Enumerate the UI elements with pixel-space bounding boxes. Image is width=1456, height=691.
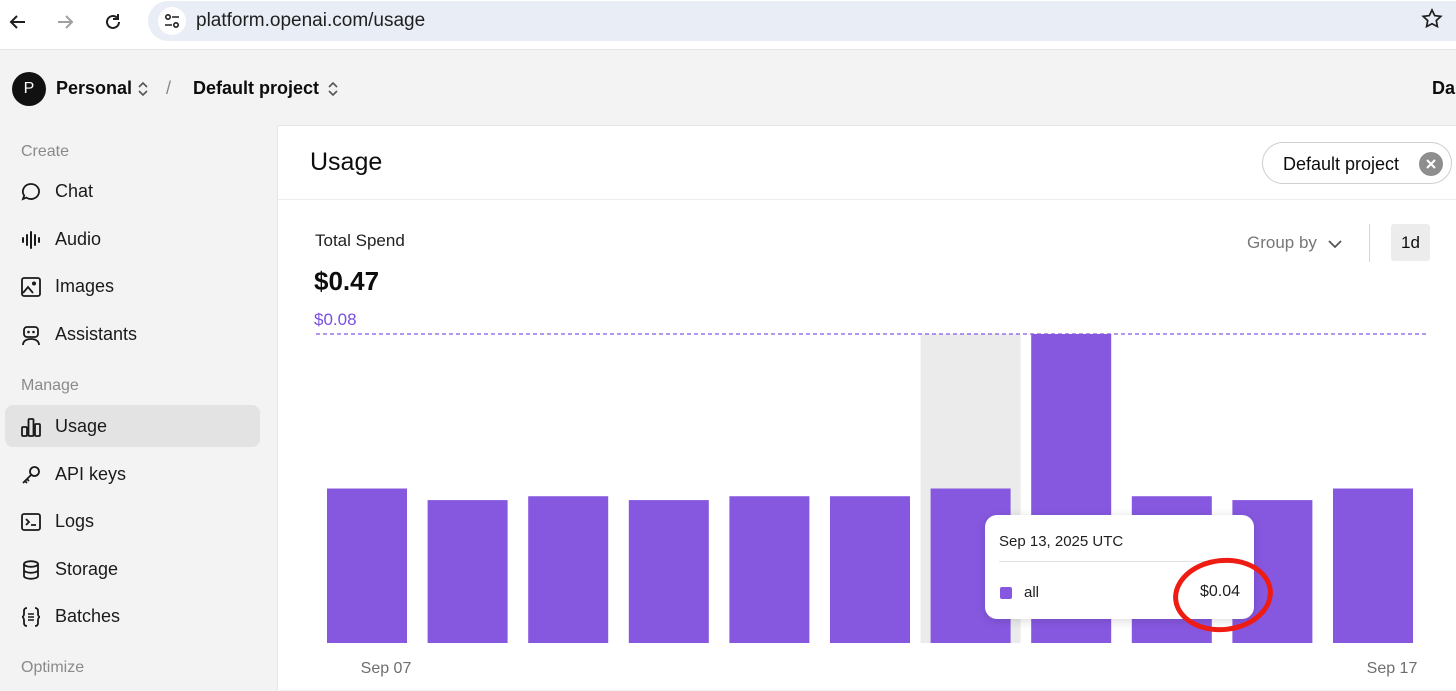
project-filter-label: Default project — [1283, 154, 1400, 174]
sidebar-item-label: Batches — [55, 605, 121, 626]
key-icon — [20, 464, 42, 486]
tooltip-date: Sep 13, 2025 UTC — [999, 533, 1124, 550]
sidebar-item-assistants[interactable]: Assistants — [5, 313, 260, 355]
total-spend-value: $0.47 — [314, 266, 380, 296]
usage-header: Usage Default project — [278, 126, 1456, 200]
chart-bar[interactable] — [427, 500, 508, 643]
group-by-label: Group by — [1247, 233, 1317, 252]
back-arrow-icon[interactable] — [4, 8, 32, 36]
series-swatch — [1000, 587, 1012, 599]
forward-arrow-icon[interactable] — [51, 8, 79, 36]
breadcrumb: P Personal / Default project Da — [0, 51, 1456, 123]
chart-bar[interactable] — [1333, 488, 1413, 644]
sidebar-item-label: API keys — [55, 463, 127, 484]
database-icon — [20, 559, 42, 581]
sidebar-item-chat[interactable]: Chat — [5, 170, 260, 212]
chart-bar[interactable] — [628, 500, 709, 643]
sidebar-item-images[interactable]: Images — [5, 265, 260, 307]
sidebar-item-label: Storage — [55, 558, 119, 579]
sidebar-section-create: Create — [21, 143, 70, 160]
project-filter-chip[interactable]: Default project — [1262, 142, 1452, 184]
sidebar-section-manage: Manage — [21, 377, 79, 394]
tooltip-series-value: $0.04 — [1199, 583, 1240, 600]
top-right-link[interactable]: Da — [1432, 78, 1456, 98]
sidebar-item-label: Usage — [55, 415, 108, 436]
sidebar-item-label: Audio — [55, 228, 102, 249]
org-switcher[interactable]: Personal — [56, 78, 133, 98]
sidebar-item-audio[interactable]: Audio — [5, 218, 260, 260]
braces-icon — [20, 606, 42, 628]
page-title: Usage — [310, 148, 383, 176]
chart-bar[interactable] — [528, 496, 609, 643]
sidebar-item-storage[interactable]: Storage — [5, 548, 260, 590]
close-icon[interactable] — [1419, 152, 1443, 176]
sidebar-item-batches[interactable]: Batches — [5, 595, 260, 637]
interval-button[interactable]: 1d — [1391, 224, 1430, 261]
toolbar-divider — [1369, 224, 1370, 262]
sidebar-section-optimize: Optimize — [21, 659, 85, 676]
chat-bubble-icon — [20, 181, 42, 203]
url-text[interactable]: platform.openai.com/usage — [196, 10, 426, 31]
site-settings-icon[interactable] — [158, 7, 186, 35]
group-by-dropdown[interactable]: Group by — [1247, 233, 1342, 253]
chart-bar[interactable] — [729, 496, 810, 643]
project-switcher[interactable]: Default project — [193, 78, 320, 98]
sidebar: Create Chat Audio Images Assistants Mana… — [0, 123, 276, 690]
browser-toolbar: platform.openai.com/usage — [0, 0, 1456, 50]
chart-bar[interactable] — [830, 496, 910, 643]
sidebar-item-logs[interactable]: Logs — [5, 500, 260, 542]
max-value-label: $0.08 — [314, 310, 357, 329]
sidebar-item-usage[interactable]: Usage — [5, 405, 260, 447]
chevron-down-icon — [1328, 239, 1342, 248]
chart-bar[interactable] — [327, 488, 407, 644]
robot-icon — [20, 324, 42, 346]
address-bar[interactable]: platform.openai.com/usage — [148, 1, 1456, 41]
sidebar-item-label: Logs — [55, 510, 95, 531]
avatar[interactable]: P — [12, 72, 46, 106]
bookmark-star-icon[interactable] — [1420, 7, 1444, 36]
x-tick-label: Sep 07 — [361, 660, 412, 677]
total-spend-label: Total Spend — [315, 231, 405, 250]
x-tick-label: Sep 17 — [1367, 660, 1418, 677]
reload-icon[interactable] — [99, 8, 127, 36]
bar-chart-icon — [20, 416, 42, 438]
chevron-updown-icon[interactable] — [137, 81, 149, 102]
image-icon — [20, 276, 42, 298]
sidebar-item-label: Chat — [55, 180, 94, 201]
chart-tooltip: Sep 13, 2025 UTC all $0.04 — [985, 515, 1254, 619]
tooltip-series-name: all — [1024, 584, 1040, 601]
chevron-updown-icon[interactable] — [327, 81, 339, 102]
terminal-icon — [20, 511, 42, 533]
spend-bar-chart: $0.08 Sep 07 Sep 17 — [314, 310, 1428, 677]
sidebar-item-api-keys[interactable]: API keys — [5, 453, 260, 495]
sidebar-item-label: Images — [55, 275, 115, 296]
audio-waveform-icon — [20, 229, 42, 251]
breadcrumb-separator: / — [166, 78, 172, 98]
tooltip-divider — [999, 561, 1240, 562]
sidebar-item-label: Assistants — [55, 323, 138, 344]
usage-panel: Usage Default project Total Spend $0.47 … — [277, 125, 1456, 690]
